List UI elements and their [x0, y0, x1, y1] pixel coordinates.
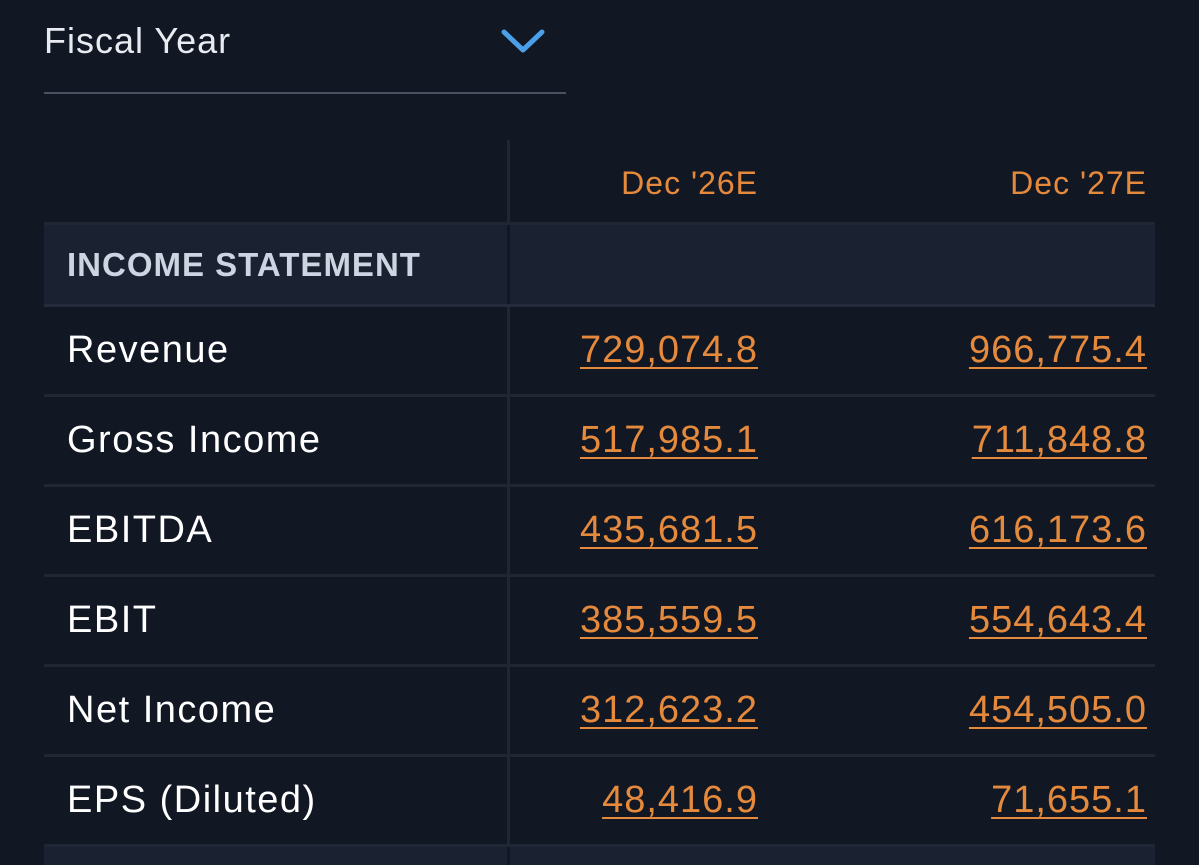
value-cell: 312,623.2 [510, 667, 758, 754]
table-row: Revenue 729,074.8 966,775.4 [44, 307, 1155, 397]
value-cell: 385,559.5 [510, 577, 758, 664]
value-link[interactable]: 71,655.1 [991, 779, 1147, 821]
header-blank-cell [44, 140, 510, 222]
value-link[interactable]: 711,848.8 [971, 419, 1147, 461]
value-link[interactable]: 48,416.9 [602, 779, 758, 821]
value-link[interactable]: 435,681.5 [579, 509, 758, 551]
section-title: INCOME STATEMENT [67, 245, 421, 283]
value-cell: 616,173.6 [758, 487, 1155, 574]
table-row: Gross Income 517,985.1 711,848.8 [44, 397, 1155, 487]
section-header-row: INCOME STATEMENT [44, 225, 1155, 307]
table-header-row: Dec '26E Dec '27E [44, 140, 1155, 225]
value-cell: 71,655.1 [758, 757, 1155, 844]
metric-label-cell: Gross Income [44, 397, 510, 484]
column-header-2-label: Dec '27E [1010, 164, 1147, 201]
value-cell: 454,505.0 [758, 667, 1155, 754]
metric-label: EPS (Diluted) [67, 779, 317, 821]
value-link[interactable]: 454,505.0 [968, 689, 1147, 731]
value-cell: 554,643.4 [758, 577, 1155, 664]
chevron-down-icon[interactable] [500, 26, 546, 56]
metric-label-cell: EPS (Diluted) [44, 757, 510, 844]
section-blank-cell [758, 225, 1155, 304]
value-cell: 48,416.9 [510, 757, 758, 844]
value-link[interactable]: 729,074.8 [579, 329, 758, 371]
value-link[interactable]: 312,623.2 [579, 689, 758, 731]
section-title-cell: INCOME STATEMENT [44, 225, 510, 304]
fiscal-period-dropdown[interactable]: Fiscal Year [44, 0, 566, 94]
value-cell: 711,848.8 [758, 397, 1155, 484]
value-cell: 966,775.4 [758, 307, 1155, 394]
value-cell: 517,985.1 [510, 397, 758, 484]
next-section-row [44, 847, 1155, 865]
column-header-1-label: Dec '26E [621, 164, 758, 201]
value-link[interactable]: 385,559.5 [579, 599, 758, 641]
value-link[interactable]: 554,643.4 [968, 599, 1147, 641]
income-statement-table: Dec '26E Dec '27E INCOME STATEMENT Reven… [44, 140, 1155, 865]
column-header-2: Dec '27E [758, 140, 1155, 222]
section-blank-cell [510, 225, 758, 304]
value-link[interactable]: 517,985.1 [579, 419, 758, 461]
metric-label-cell: Net Income [44, 667, 510, 754]
metric-label: Net Income [67, 689, 277, 731]
metric-label: Gross Income [67, 419, 322, 461]
value-cell: 729,074.8 [510, 307, 758, 394]
metric-label: EBIT [67, 599, 158, 641]
value-cell: 435,681.5 [510, 487, 758, 574]
metric-label-cell: EBITDA [44, 487, 510, 574]
value-link[interactable]: 616,173.6 [968, 509, 1147, 551]
metric-label: EBITDA [67, 509, 214, 551]
table-row: EBIT 385,559.5 554,643.4 [44, 577, 1155, 667]
column-header-1: Dec '26E [510, 140, 758, 222]
metric-label-cell: EBIT [44, 577, 510, 664]
metric-label-cell: Revenue [44, 307, 510, 394]
metric-label: Revenue [67, 329, 230, 371]
value-link[interactable]: 966,775.4 [968, 329, 1147, 371]
table-row: EBITDA 435,681.5 616,173.6 [44, 487, 1155, 577]
next-section-cell [44, 847, 510, 865]
table-row: EPS (Diluted) 48,416.9 71,655.1 [44, 757, 1155, 847]
table-row: Net Income 312,623.2 454,505.0 [44, 667, 1155, 757]
fiscal-period-label: Fiscal Year [44, 20, 232, 61]
